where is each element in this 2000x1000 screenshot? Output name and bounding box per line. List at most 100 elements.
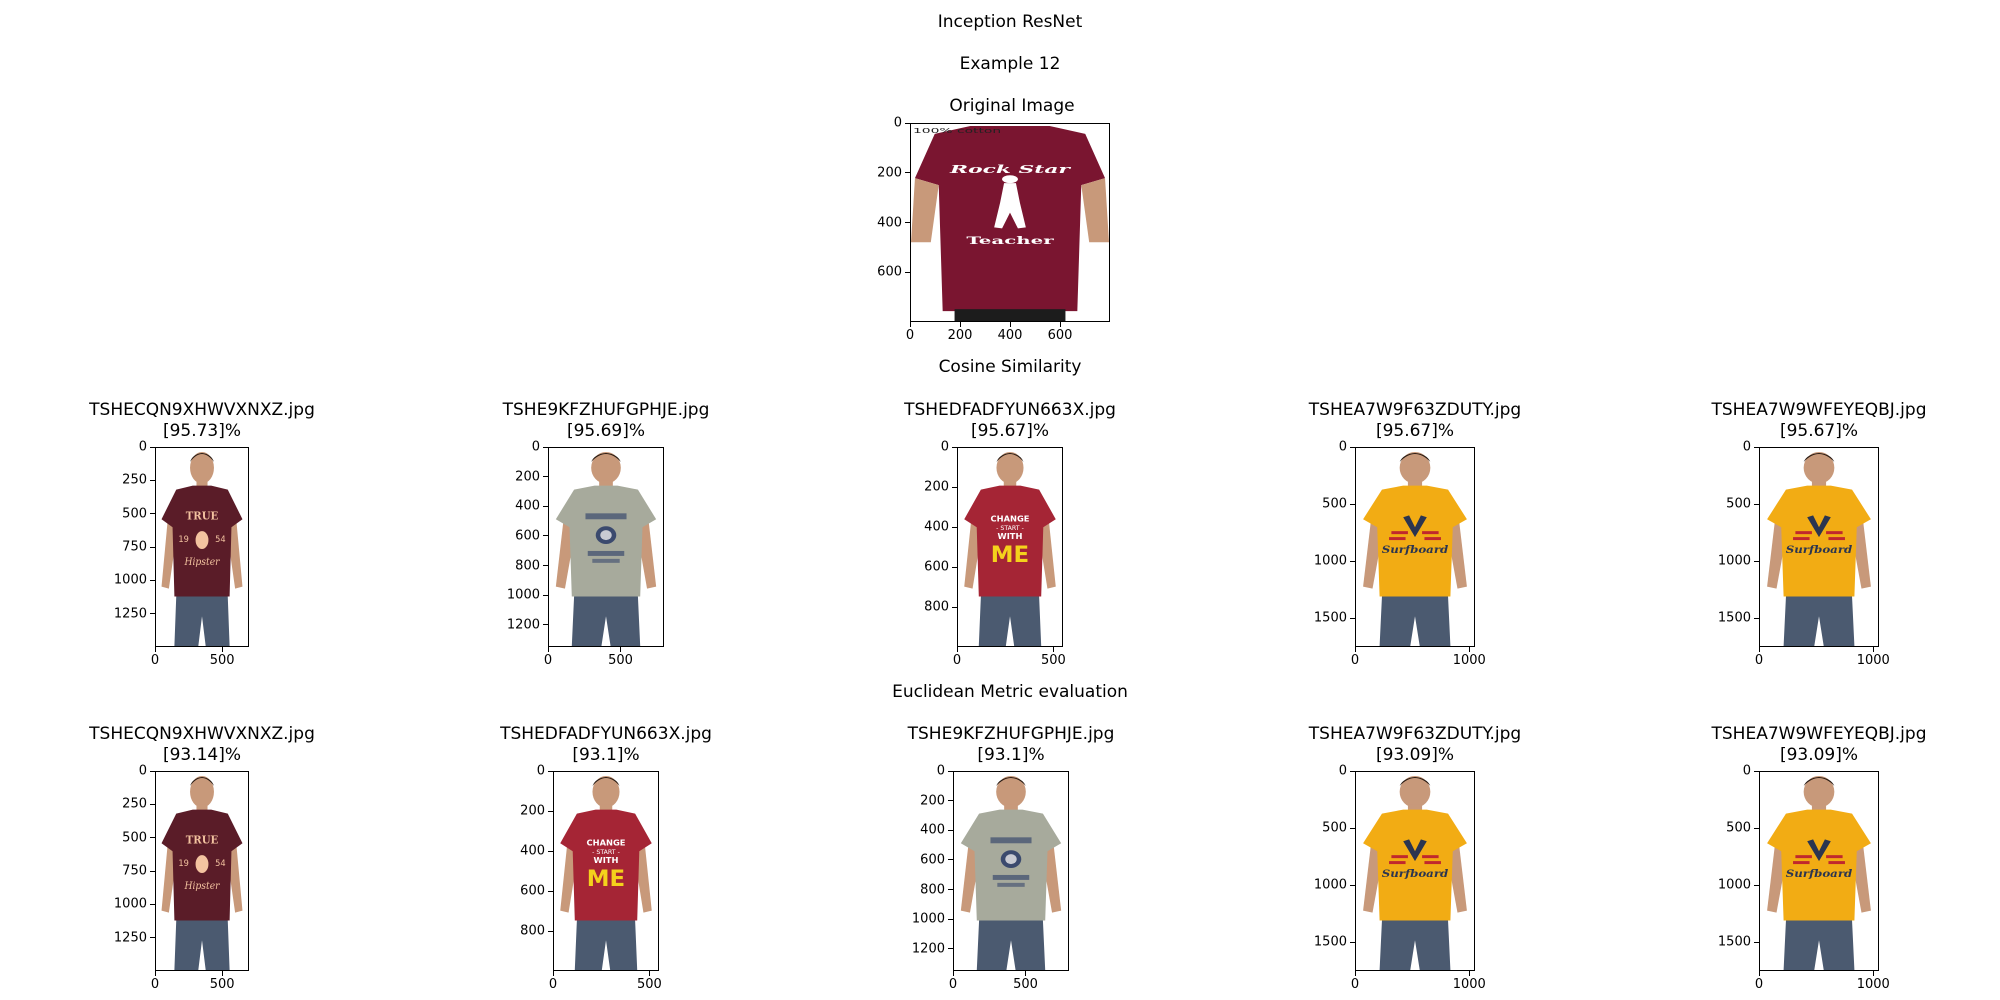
- euclid-3-ytick-mark: [948, 948, 953, 950]
- svg-text:TRUE: TRUE: [186, 834, 218, 846]
- euclid-2-ytick-mark: [548, 930, 553, 932]
- svg-text:ME: ME: [991, 542, 1029, 567]
- cosine-2-score: [95.69]%: [566, 421, 646, 441]
- cosine-3-ytick-mark: [952, 566, 957, 568]
- cosine-2-axes: [548, 447, 664, 647]
- original-xtick-mark: [959, 322, 961, 327]
- cosine-3-xtick-label: 0: [952, 653, 962, 668]
- svg-text:- START -: - START -: [592, 849, 620, 856]
- cosine-1-image: TRUE 19 54 Hipster: [156, 448, 248, 646]
- euclid-1-image: TRUE 19 54 Hipster: [156, 772, 248, 970]
- cosine-3-filename: TSHEDFADFYUN663X.jpg: [904, 400, 1116, 420]
- euclid-section-header: Euclidean Metric evaluation: [892, 682, 1128, 702]
- cosine-1-filename: TSHECQN9XHWVXNXZ.jpg: [89, 400, 315, 420]
- euclid-1-axes: TRUE 19 54 Hipster: [155, 771, 249, 971]
- euclid-5-ytick-mark: [1754, 941, 1759, 943]
- euclid-1-xtick-mark: [154, 971, 156, 976]
- cosine-3-xtick-mark: [956, 647, 958, 652]
- cosine-1-ytick-label: 250: [122, 472, 147, 488]
- cosine-1-score: [95.73]%: [162, 421, 242, 441]
- euclid-5-ytick-mark: [1754, 884, 1759, 886]
- euclid-3-ytick-label: 200: [920, 793, 945, 809]
- euclid-2-title: TSHEDFADFYUN663X.jpg [93.1]%: [500, 724, 712, 766]
- svg-text:19: 19: [178, 535, 189, 545]
- cosine-1-xtick-mark: [154, 647, 156, 652]
- euclid-4-xtick-label: 0: [1350, 977, 1360, 992]
- euclid-4-image: Surfboard: [1356, 772, 1474, 970]
- cosine-4-ytick-mark: [1350, 446, 1355, 448]
- cosine-1-title: TSHECQN9XHWVXNXZ.jpg [95.73]%: [89, 400, 315, 442]
- cosine-2-ytick-label: 800: [515, 558, 540, 574]
- cosine-2-xtick-label: 0: [543, 653, 553, 668]
- cosine-3-title: TSHEDFADFYUN663X.jpg [95.67]%: [904, 400, 1116, 442]
- cosine-4-ytick-mark: [1350, 560, 1355, 562]
- cosine-1-ytick-mark: [150, 579, 155, 581]
- cosine-4-xtick-label: 1000: [1452, 653, 1486, 668]
- cosine-2-ytick-mark: [543, 535, 548, 537]
- cosine-3-ytick-mark: [952, 606, 957, 608]
- svg-text:ME: ME: [587, 866, 625, 891]
- euclid-1-ytick-label: 250: [122, 796, 147, 812]
- original-xtick-mark: [909, 322, 911, 327]
- cosine-1-axes: TRUE 19 54 Hipster: [155, 447, 249, 647]
- cosine-1-ytick-label: 0: [138, 439, 147, 455]
- svg-text:Teacher: Teacher: [966, 235, 1054, 247]
- euclid-1-ytick-label: 750: [122, 863, 147, 879]
- cosine-5-ytick-mark: [1754, 446, 1759, 448]
- euclid-3-ytick-mark: [948, 829, 953, 831]
- svg-text:CHANGE: CHANGE: [587, 837, 626, 847]
- cosine-5-ytick-mark: [1754, 503, 1759, 505]
- euclid-3-ytick-label: 1200: [911, 941, 945, 957]
- euclid-3-ytick-label: 0: [936, 763, 945, 779]
- euclid-3-xtick-mark: [1025, 971, 1026, 976]
- cosine-2-ytick-label: 1000: [506, 587, 540, 603]
- euclid-3-ytick-label: 800: [920, 882, 945, 898]
- cosine-3-xtick-label: 500: [1040, 653, 1066, 668]
- euclid-2-xtick-label: 500: [636, 977, 662, 992]
- euclid-1-xtick-label: 500: [209, 977, 235, 992]
- euclid-4-ytick-label: 1500: [1313, 934, 1347, 950]
- euclid-5-ytick-mark: [1754, 770, 1759, 772]
- cosine-5-image: Surfboard: [1760, 448, 1878, 646]
- euclid-3-ytick-mark: [948, 800, 953, 802]
- cosine-2-ytick-mark: [543, 476, 548, 478]
- euclid-3-ytick-mark: [948, 918, 953, 920]
- cosine-5-ytick-label: 1000: [1717, 553, 1751, 569]
- euclid-4-ytick-label: 0: [1338, 763, 1347, 779]
- euclid-2-ytick-label: 800: [520, 923, 545, 939]
- original-ytick-label: 600: [877, 264, 902, 280]
- original-ytick-mark: [905, 222, 910, 223]
- euclid-4-score: [93.09]%: [1375, 745, 1455, 765]
- svg-text:54: 54: [215, 859, 226, 869]
- svg-text:Surfboard: Surfboard: [1382, 868, 1449, 880]
- original-ytick-mark: [905, 172, 910, 174]
- euclid-5-xtick-mark: [1872, 971, 1874, 976]
- euclid-5-ytick-mark: [1754, 827, 1759, 829]
- cosine-1-xtick-label: 500: [209, 653, 235, 668]
- euclid-1-ytick-label: 0: [138, 763, 147, 779]
- original-xtick-label: 600: [1047, 328, 1073, 343]
- svg-text:Hipster: Hipster: [183, 881, 220, 892]
- euclid-5-title: TSHEA7W9WFEYEQBJ.jpg [93.09]%: [1712, 724, 1927, 766]
- euclid-4-ytick-mark: [1350, 941, 1355, 943]
- euclid-4-ytick-label: 500: [1322, 820, 1347, 836]
- cosine-2-xtick-label: 500: [608, 653, 633, 668]
- euclid-1-ytick-mark: [150, 870, 155, 872]
- euclid-4-ytick-label: 1000: [1313, 877, 1347, 893]
- cosine-3-ytick-mark: [952, 486, 957, 488]
- euclid-4-filename: TSHEA7W9F63ZDUTY.jpg: [1308, 724, 1522, 744]
- cosine-1-ytick-label: 750: [122, 539, 147, 555]
- svg-text:Surfboard: Surfboard: [1786, 544, 1853, 556]
- cosine-1-ytick-mark: [150, 479, 155, 481]
- svg-text:Hipster: Hipster: [183, 557, 220, 568]
- cosine-2-ytick-label: 200: [515, 469, 540, 485]
- euclid-2-ytick-mark: [548, 850, 553, 852]
- cosine-3-ytick-label: 600: [924, 559, 949, 575]
- original-xtick-mark: [1009, 322, 1011, 327]
- cosine-2-title: TSHE9KFZHUFGPHJE.jpg [95.69]%: [503, 400, 710, 442]
- euclid-1-ytick-label: 1250: [113, 930, 147, 946]
- svg-text:Surfboard: Surfboard: [1382, 544, 1449, 556]
- cosine-4-ytick-label: 1500: [1313, 610, 1347, 626]
- cosine-4-ytick-label: 0: [1338, 439, 1347, 455]
- cosine-4-axes: Surfboard: [1355, 447, 1475, 647]
